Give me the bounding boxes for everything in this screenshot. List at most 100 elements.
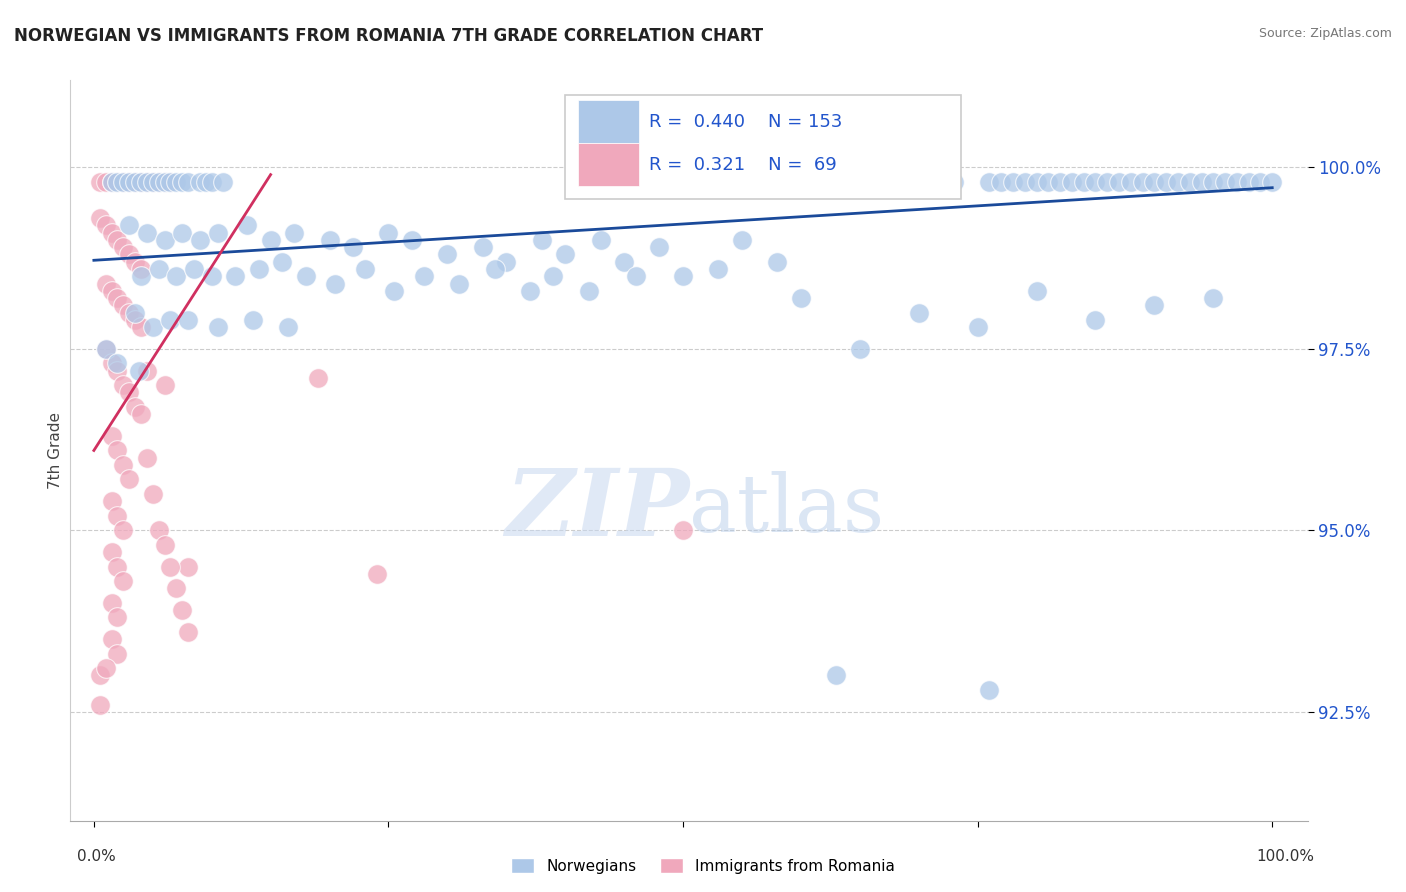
Point [148, 524, 170, 538]
Point [142, 175, 165, 189]
Point [165, 175, 187, 189]
Point [382, 284, 405, 298]
Point [589, 233, 612, 247]
Point [89, 698, 111, 712]
Point [837, 175, 859, 189]
Point [471, 240, 494, 254]
Point [1261, 175, 1284, 189]
Point [142, 320, 165, 334]
Point [813, 175, 835, 189]
Point [135, 175, 157, 189]
Point [107, 175, 129, 189]
Point [153, 538, 176, 552]
Point [94, 175, 117, 189]
Point [212, 175, 235, 189]
Point [342, 240, 364, 254]
Point [100, 632, 122, 647]
Point [354, 262, 377, 277]
Point [183, 262, 205, 277]
Point [118, 247, 141, 261]
Point [118, 305, 141, 319]
Point [979, 175, 1001, 189]
Point [118, 219, 141, 233]
Point [100, 545, 122, 559]
Point [401, 233, 423, 247]
FancyBboxPatch shape [578, 144, 640, 186]
Text: Source: ZipAtlas.com: Source: ZipAtlas.com [1258, 27, 1392, 40]
Point [107, 233, 129, 247]
Point [201, 175, 224, 189]
Point [707, 262, 730, 277]
Point [112, 298, 135, 312]
Point [1226, 175, 1249, 189]
Point [118, 473, 141, 487]
Point [920, 175, 942, 189]
Point [1202, 175, 1225, 189]
Point [159, 175, 181, 189]
Point [307, 371, 329, 385]
Point [1119, 175, 1142, 189]
Point [825, 175, 848, 189]
Point [872, 175, 894, 189]
Point [112, 574, 135, 588]
Point [1014, 175, 1036, 189]
Point [89, 211, 111, 226]
Point [318, 233, 340, 247]
Point [194, 175, 217, 189]
Point [224, 269, 246, 284]
Point [124, 254, 146, 268]
Text: NORWEGIAN VS IMMIGRANTS FROM ROMANIA 7TH GRADE CORRELATION CHART: NORWEGIAN VS IMMIGRANTS FROM ROMANIA 7TH… [14, 27, 763, 45]
Point [89, 668, 111, 682]
Point [100, 226, 122, 240]
Point [107, 443, 129, 458]
Point [172, 603, 194, 617]
Point [129, 175, 152, 189]
Point [135, 450, 157, 465]
Point [1167, 175, 1189, 189]
Point [142, 175, 165, 189]
Point [107, 610, 129, 624]
Point [100, 284, 122, 298]
Point [860, 175, 883, 189]
Point [94, 342, 117, 356]
Point [159, 313, 181, 327]
Point [1038, 175, 1060, 189]
Point [107, 291, 129, 305]
Point [1237, 175, 1260, 189]
Point [1025, 284, 1047, 298]
Point [1084, 175, 1107, 189]
Text: R =  0.440    N = 153: R = 0.440 N = 153 [650, 112, 842, 131]
FancyBboxPatch shape [578, 100, 640, 144]
Y-axis label: 7th Grade: 7th Grade [48, 412, 63, 489]
Point [129, 407, 152, 421]
Point [884, 175, 907, 189]
Point [128, 363, 150, 377]
Point [672, 524, 695, 538]
Point [100, 175, 122, 189]
Point [1143, 175, 1166, 189]
Point [124, 400, 146, 414]
Point [118, 175, 141, 189]
Point [172, 175, 194, 189]
Point [129, 320, 152, 334]
Point [530, 233, 553, 247]
Point [295, 269, 318, 284]
Point [943, 175, 966, 189]
Point [129, 175, 152, 189]
Point [148, 175, 170, 189]
Point [907, 305, 929, 319]
Point [613, 254, 636, 268]
Point [436, 247, 458, 261]
Point [112, 175, 135, 189]
Point [135, 226, 157, 240]
Point [118, 385, 141, 400]
Point [177, 313, 200, 327]
Point [907, 175, 929, 189]
Point [94, 342, 117, 356]
Point [112, 240, 135, 254]
Point [153, 175, 176, 189]
Text: 0.0%: 0.0% [77, 849, 117, 863]
Point [1143, 298, 1166, 312]
Point [124, 175, 146, 189]
Point [1191, 175, 1213, 189]
